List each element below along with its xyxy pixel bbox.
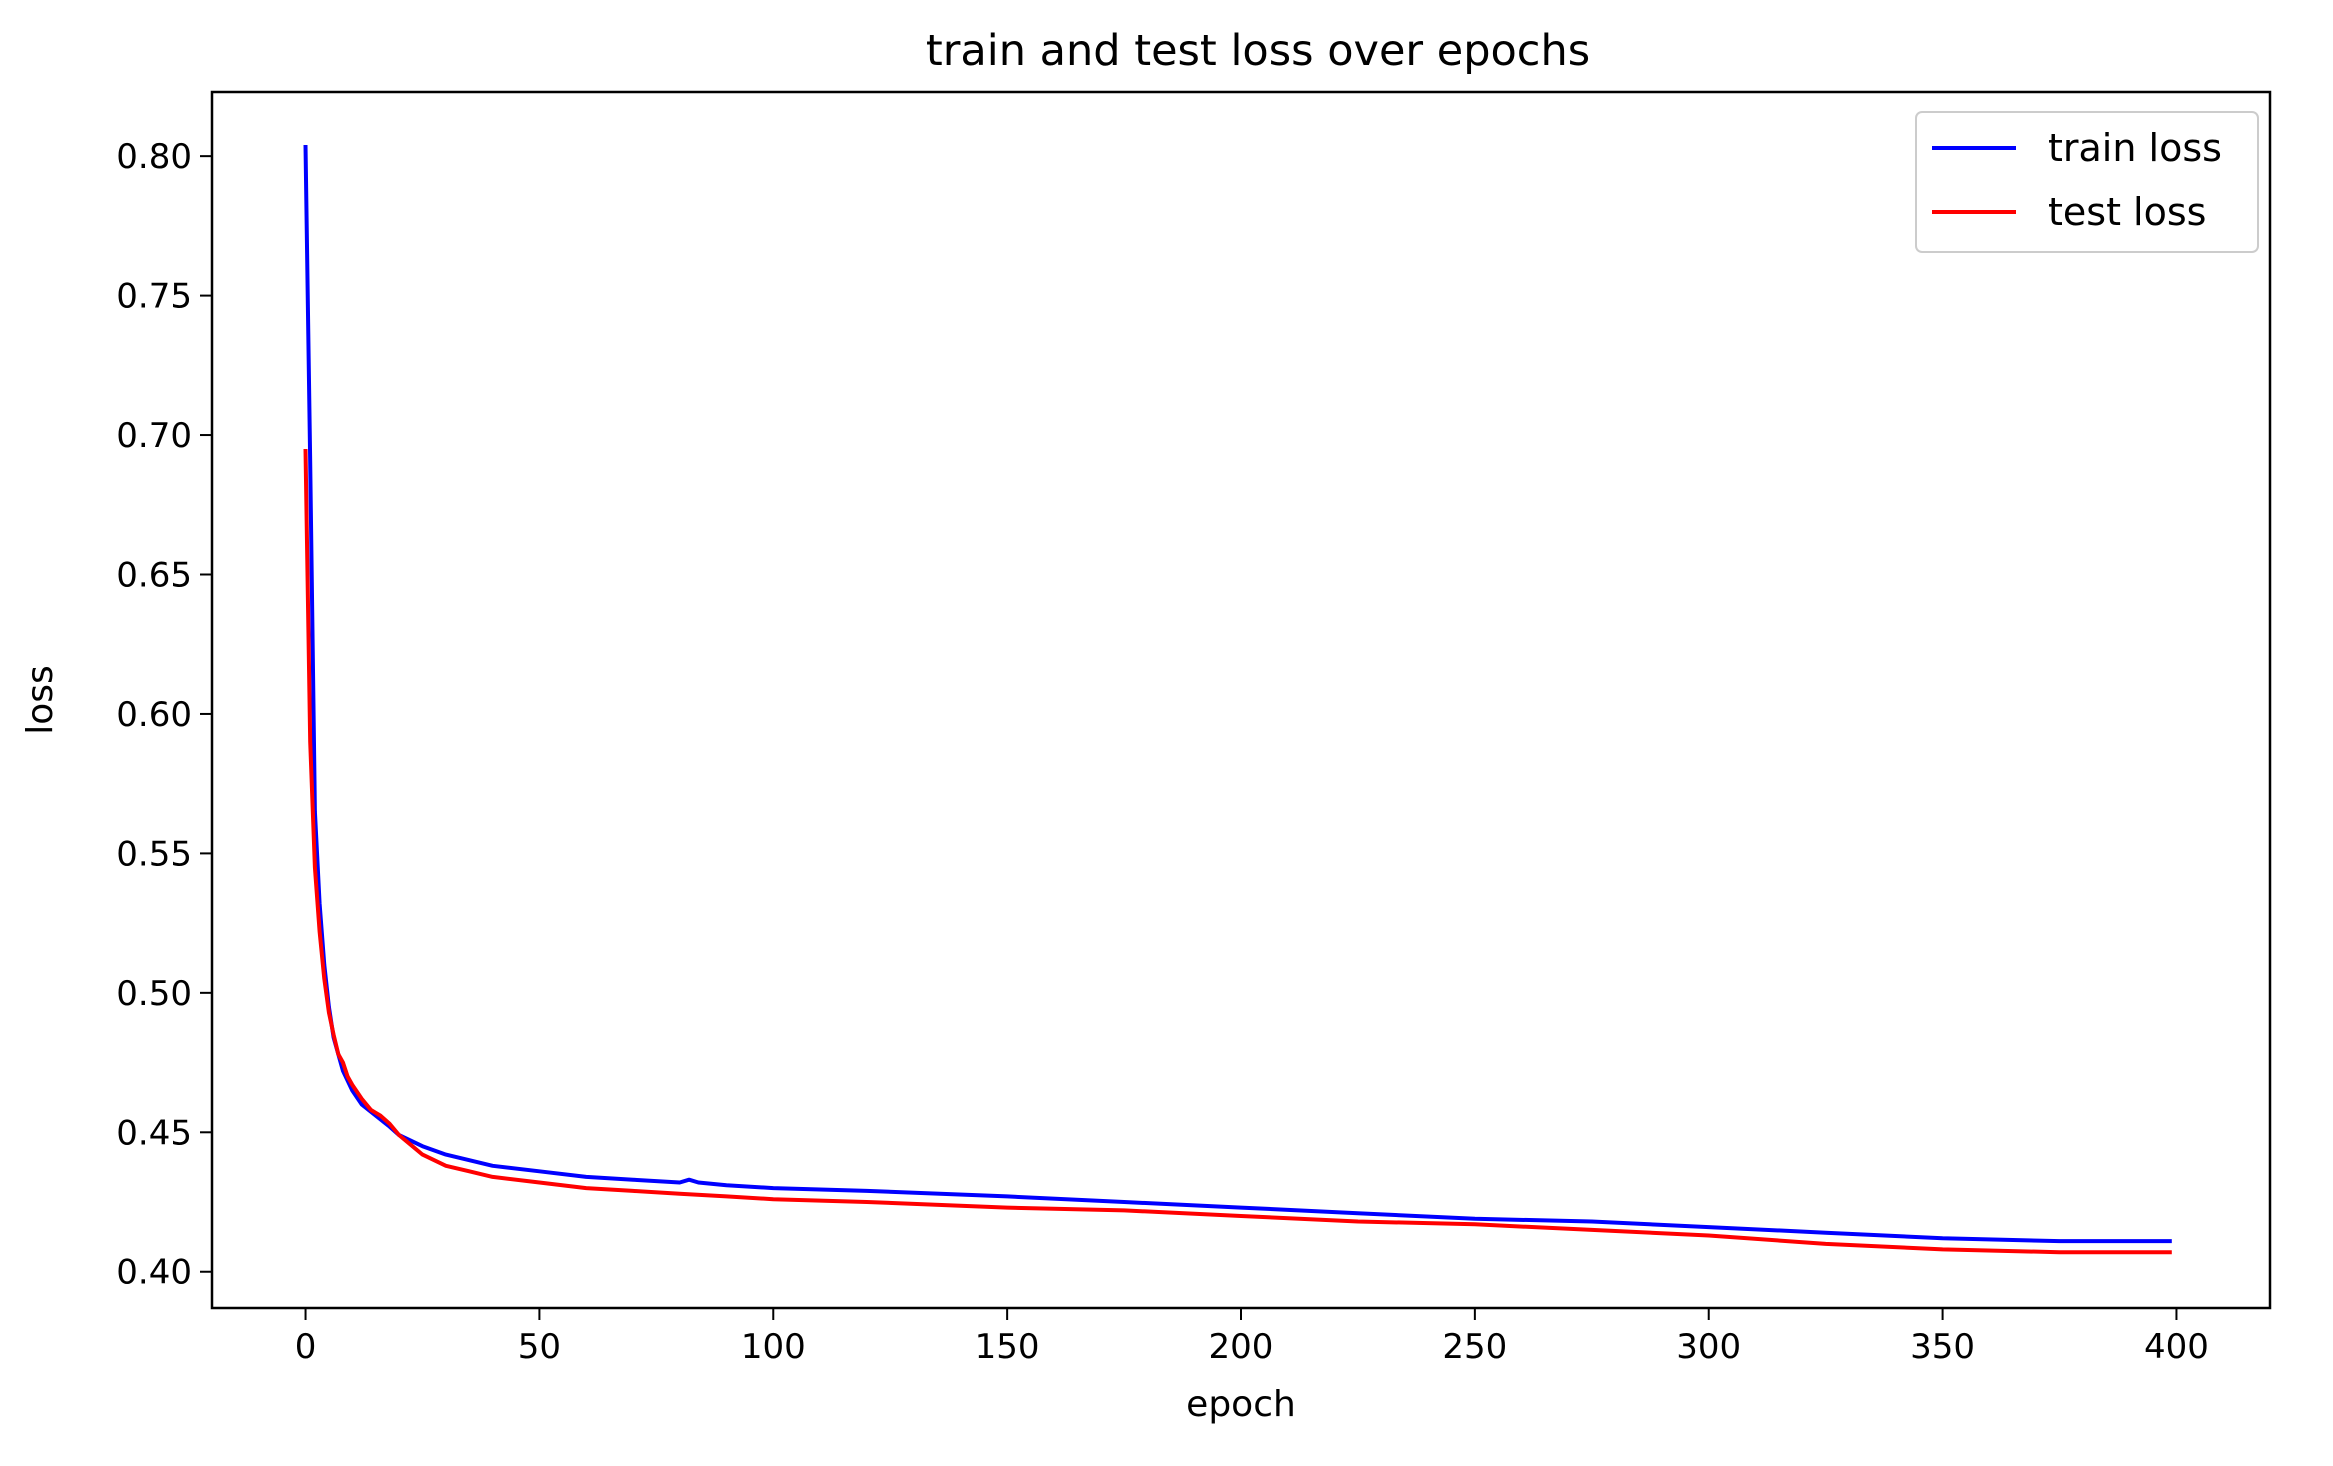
x-tick-label: 50 — [518, 1327, 561, 1367]
y-tick-label: 0.40 — [116, 1253, 192, 1293]
chart-title: train and test loss over epochs — [926, 26, 1590, 76]
x-axis-ticks: 0 50 100 150 200 250 300 350 400 — [295, 1308, 2209, 1367]
plot-frame — [210, 90, 2272, 1310]
series-line-train-loss — [303, 144, 2172, 1244]
y-tick-label: 0.50 — [116, 974, 192, 1014]
y-tick-label: 0.75 — [116, 277, 192, 317]
x-tick-label: 0 — [295, 1327, 317, 1367]
legend-label-test-loss: test loss — [2048, 190, 2206, 234]
x-tick-label: 300 — [1676, 1327, 1741, 1367]
legend: train loss test loss — [1915, 111, 2259, 253]
x-tick-label: 100 — [741, 1327, 806, 1367]
x-axis-label: epoch — [1186, 1384, 1296, 1425]
y-tick-label: 0.70 — [116, 416, 192, 456]
x-tick-label: 400 — [2144, 1327, 2209, 1367]
y-axis-ticks: 0.40 0.45 0.50 0.55 0.60 0.65 0.70 0.75 0.80 — [116, 137, 212, 1293]
legend-label-train-loss: train loss — [2048, 126, 2222, 170]
series-line-test-loss — [303, 448, 2172, 1255]
x-tick-label: 200 — [1209, 1327, 1274, 1367]
y-tick-label: 0.45 — [116, 1113, 192, 1153]
x-tick-label: 350 — [1910, 1327, 1975, 1367]
x-tick-label: 150 — [975, 1327, 1040, 1367]
y-tick-label: 0.65 — [116, 555, 192, 595]
series-lines — [303, 144, 2172, 1255]
y-tick-label: 0.80 — [116, 137, 192, 177]
plot-area: 0 50 100 150 200 250 300 350 400 0.40 0.45 0.50 0.5… — [116, 90, 2272, 1367]
x-tick-label: 250 — [1442, 1327, 1507, 1367]
y-tick-label: 0.55 — [116, 834, 192, 874]
y-axis-label: loss — [20, 665, 61, 735]
y-tick-label: 0.60 — [116, 695, 192, 735]
